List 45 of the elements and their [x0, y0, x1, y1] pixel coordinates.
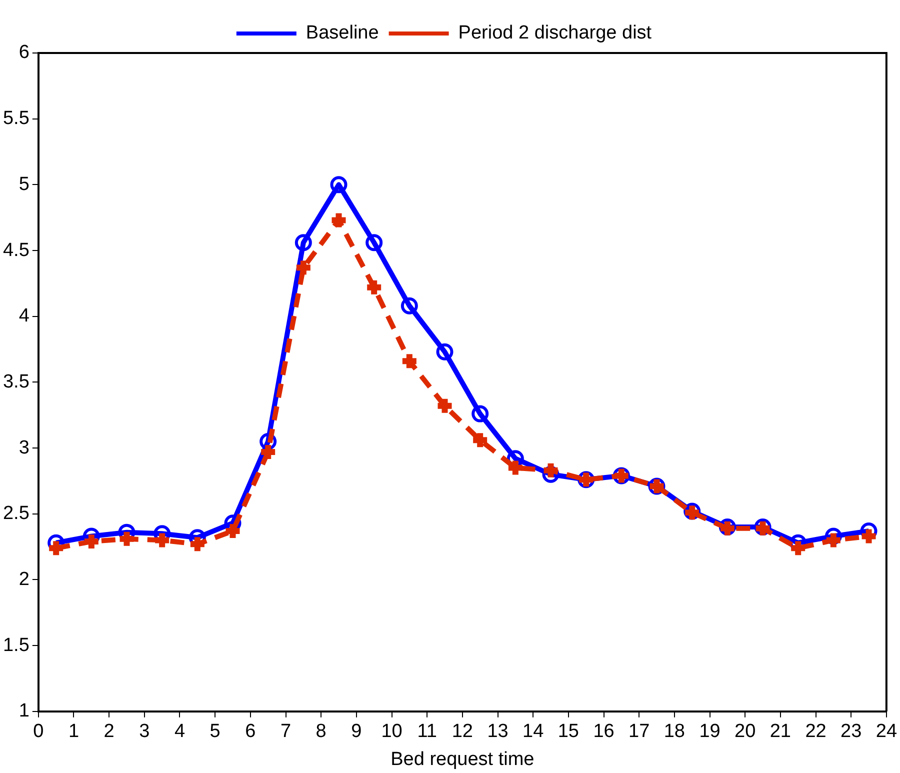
x-tick-label: 8 — [316, 721, 326, 742]
x-tick-label: 0 — [33, 721, 44, 742]
x-tick-label: 10 — [381, 721, 402, 742]
x-axis-title: Bed request time — [390, 748, 534, 770]
point — [366, 234, 383, 252]
x-tick-label: 17 — [628, 721, 650, 742]
x-tick-label: 12 — [452, 721, 473, 742]
legend-label: Baseline — [306, 22, 379, 44]
legend-label: Period 2 discharge dist — [458, 22, 652, 44]
x-tick-label: 1 — [68, 721, 80, 742]
x-tick-label: 14 — [522, 721, 544, 742]
x-tick-label: 24 — [876, 721, 898, 742]
y-tick-label: 6 — [18, 42, 30, 64]
y-tick-label: 2.5 — [2, 503, 30, 524]
y-tick-label: 1 — [18, 700, 30, 722]
point — [330, 176, 348, 194]
x-tick-label: 2 — [104, 721, 114, 742]
x-tick-label: 23 — [840, 721, 862, 742]
x-tick-label: 9 — [351, 721, 362, 742]
x-tick-label: 13 — [487, 721, 508, 742]
y-tick-label: 5.5 — [2, 108, 30, 130]
x-tick-label: 6 — [245, 721, 256, 742]
x-tick-label: 21 — [770, 721, 791, 742]
x-tick-label: 18 — [664, 721, 685, 742]
x-tick-label: 22 — [805, 721, 826, 742]
x-tick-label: 15 — [558, 721, 579, 742]
x-tick-label: 5 — [210, 721, 220, 742]
y-tick-label: 3.5 — [2, 371, 30, 392]
x-tick-label: 19 — [699, 721, 720, 742]
y-tick-label: 5 — [18, 174, 30, 195]
y-tick-label: 3 — [18, 437, 30, 458]
x-tick-label: 20 — [734, 721, 756, 742]
y-tick-label: 2 — [18, 568, 30, 590]
point — [400, 297, 418, 314]
point — [294, 234, 312, 252]
x-tick-label: 16 — [593, 721, 614, 742]
y-tick-label: 4 — [18, 306, 30, 327]
x-tick-label: 4 — [174, 721, 186, 742]
x-tick-label: 7 — [280, 721, 292, 742]
x-tick-label: 3 — [139, 721, 150, 742]
x-tick-label: 11 — [417, 721, 437, 742]
y-tick-label: 4.5 — [2, 240, 30, 261]
point — [436, 343, 454, 360]
point — [472, 405, 489, 422]
y-tick-label: 1.5 — [2, 634, 30, 656]
